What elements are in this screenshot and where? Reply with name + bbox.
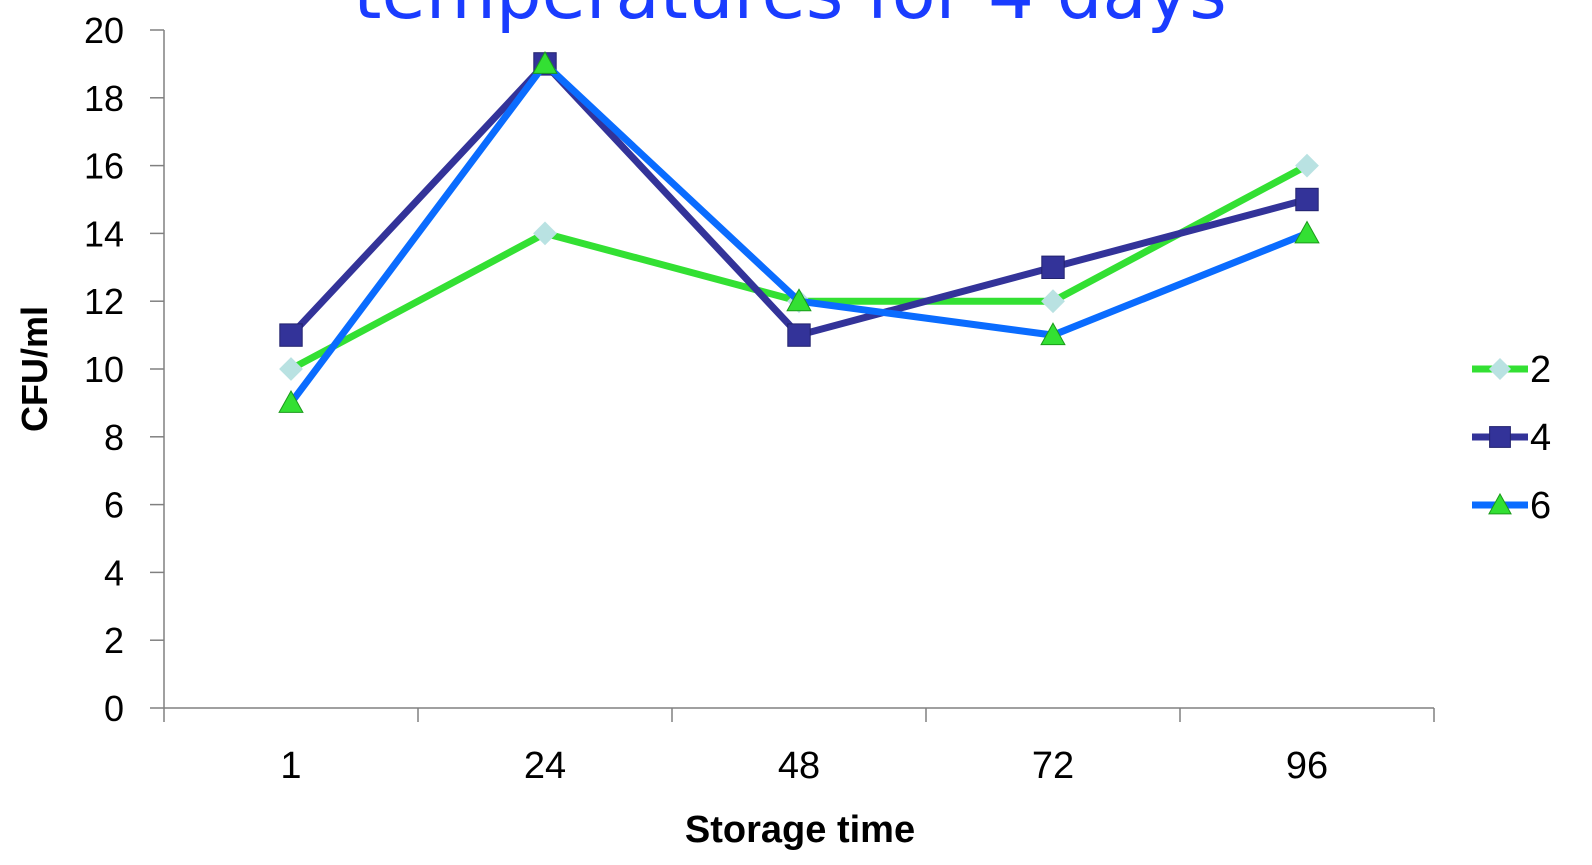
data-point (279, 323, 303, 347)
legend-marker (1488, 357, 1512, 381)
y-tick-labels: 0 2 4 6 8 10 12 14 16 18 20 (84, 10, 124, 729)
x-tick-label: 96 (1286, 745, 1328, 787)
legend-label: 6 (1530, 485, 1551, 527)
y-tick-label: 14 (84, 213, 124, 254)
series-line (288, 58, 1309, 405)
y-tick-label: 20 (84, 10, 124, 51)
data-point (278, 389, 304, 413)
series-6 (278, 50, 1320, 413)
legend-marker (1489, 426, 1511, 448)
x-axis-label: Storage time (685, 809, 915, 851)
y-tick-label: 8 (104, 417, 124, 458)
data-point (1041, 289, 1065, 314)
data-point (1041, 255, 1065, 280)
x-tick-label: 72 (1032, 745, 1074, 787)
legend: 2 4 6 (1472, 349, 1551, 527)
legend-item: 4 (1472, 417, 1551, 459)
data-point (786, 288, 812, 312)
y-tick-label: 0 (104, 688, 124, 729)
legend-label: 2 (1530, 349, 1551, 391)
y-tick-label: 12 (84, 281, 124, 322)
data-point (1295, 153, 1319, 178)
y-axis-label: CFU/ml (14, 306, 55, 432)
data-point (787, 323, 811, 347)
data-point (279, 357, 303, 381)
y-tick-label: 4 (104, 552, 124, 593)
y-tick-label: 16 (84, 146, 124, 187)
legend-marker (1488, 492, 1512, 515)
series-group (278, 50, 1320, 413)
x-tick-label: 24 (524, 745, 566, 787)
x-tick-label: 48 (778, 745, 820, 787)
legend-item: 2 (1472, 349, 1551, 391)
data-point (532, 50, 558, 74)
data-point (533, 221, 557, 246)
x-tick-labels: 1 24 48 72 96 (280, 745, 1328, 787)
y-tick-label: 6 (104, 485, 124, 526)
data-point (1294, 220, 1320, 244)
x-tick-label: 1 (280, 745, 301, 787)
series-2 (279, 153, 1319, 381)
legend-label: 4 (1530, 417, 1551, 459)
axes (150, 29, 1435, 722)
legend-item: 6 (1472, 485, 1551, 527)
data-point (1295, 187, 1319, 212)
y-tick-label: 18 (84, 78, 124, 119)
y-tick-label: 2 (104, 620, 124, 661)
chart-title: temperatures for 4 days (353, 0, 1227, 35)
y-tick-label: 10 (84, 349, 124, 390)
data-point (1040, 322, 1066, 346)
